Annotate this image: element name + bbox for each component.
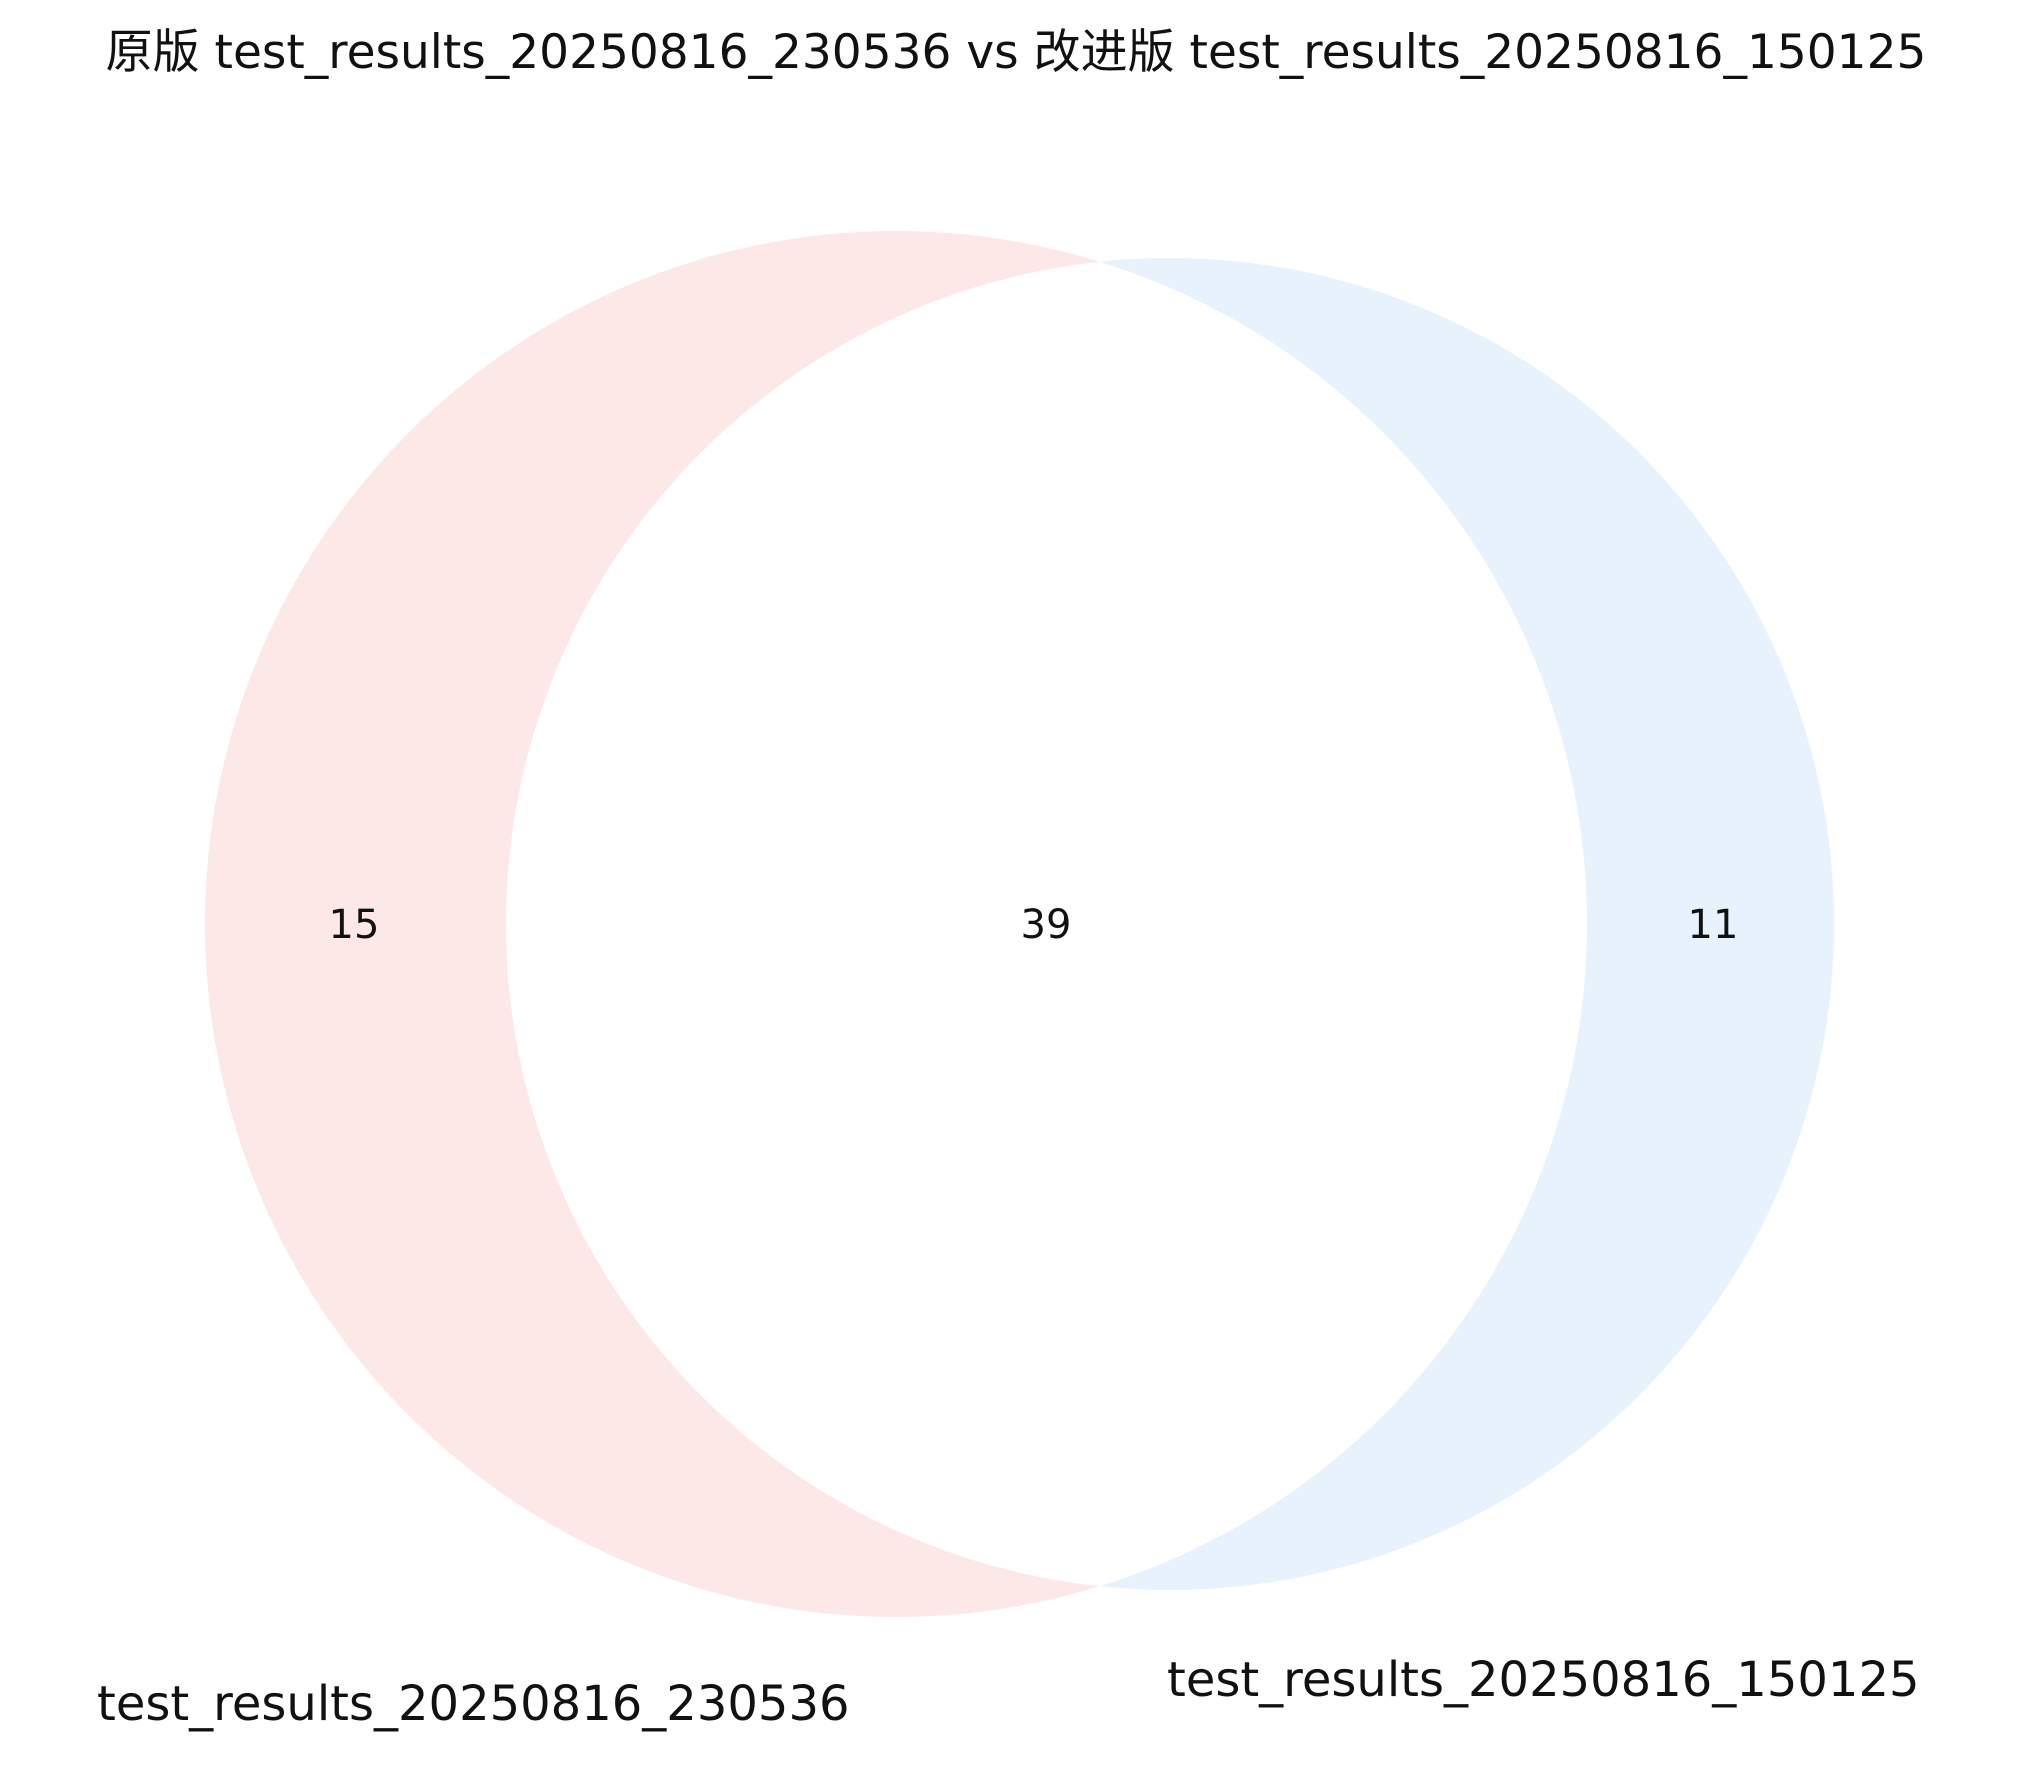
set-b-label: test_results_20250816_150125 [1167,1652,1920,1708]
intersection-count: 39 [1021,902,1072,948]
set-a-label: test_results_20250816_230536 [97,1676,850,1732]
venn-regions [205,231,1834,1617]
chart-title: 原版 test_results_20250816_230536 vs 改进版 t… [106,25,1927,80]
set-b-only-count: 11 [1688,902,1739,948]
set-a-only-count: 15 [329,902,380,948]
